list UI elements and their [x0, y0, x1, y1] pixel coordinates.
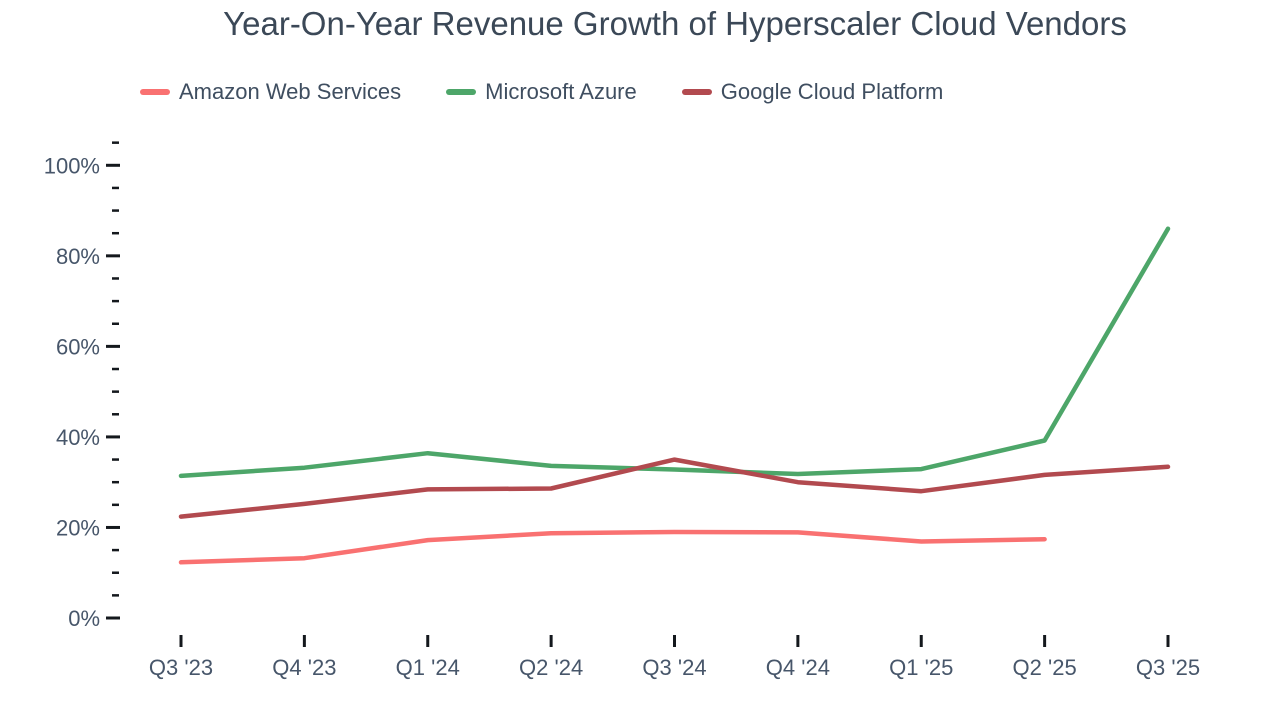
- y-axis-tick-label: 0%: [68, 606, 100, 631]
- legend-swatch-gcp: [681, 89, 712, 95]
- legend-swatch-azure: [446, 89, 477, 95]
- x-axis-tick-label: Q3 '25: [1136, 655, 1200, 680]
- series-line-azure: [178, 226, 1171, 479]
- y-axis-tick-label: 20%: [56, 515, 100, 540]
- x-axis-tick-label: Q4 '23: [272, 655, 336, 680]
- y-axis-tick-label: 80%: [56, 244, 100, 269]
- series-line-gcp: [178, 457, 1171, 519]
- legend-item-aws: Amazon Web Services: [140, 79, 401, 105]
- x-axis-tick-label: Q1 '25: [889, 655, 953, 680]
- legend-swatch-aws: [140, 89, 170, 95]
- x-axis-tick-label: Q3 '23: [149, 655, 213, 680]
- x-axis: Q3 '23 Q4 '23 Q1 '24 Q2 '24 Q3 '24 Q4 '24 Q1 '…: [149, 635, 1200, 680]
- legend-item-gcp: Google Cloud Platform: [681, 79, 944, 105]
- series-line-aws: [178, 529, 1047, 565]
- legend-label: Amazon Web Services: [179, 79, 402, 104]
- x-axis-tick-label: Q3 '24: [642, 655, 706, 680]
- chart-title: Year-On-Year Revenue Growth of Hyperscal…: [223, 5, 1127, 42]
- x-axis-tick-label: Q1 '24: [396, 655, 460, 680]
- y-axis: 0% 20% 40% 60% 80% 100%: [44, 141, 120, 631]
- y-axis-tick-label: 60%: [56, 334, 100, 359]
- y-axis-tick-label: 40%: [56, 425, 100, 450]
- chart-legend: Amazon Web Services Microsoft Azure Google…: [140, 79, 943, 105]
- legend-label: Microsoft Azure: [485, 79, 637, 104]
- x-axis-tick-label: Q2 '24: [519, 655, 583, 680]
- x-axis-tick-label: Q2 '25: [1013, 655, 1077, 680]
- legend-item-azure: Microsoft Azure: [446, 79, 637, 105]
- legend-label: Google Cloud Platform: [720, 79, 944, 104]
- y-axis-tick-label: 100%: [44, 153, 100, 178]
- x-axis-tick-label: Q4 '24: [766, 655, 830, 680]
